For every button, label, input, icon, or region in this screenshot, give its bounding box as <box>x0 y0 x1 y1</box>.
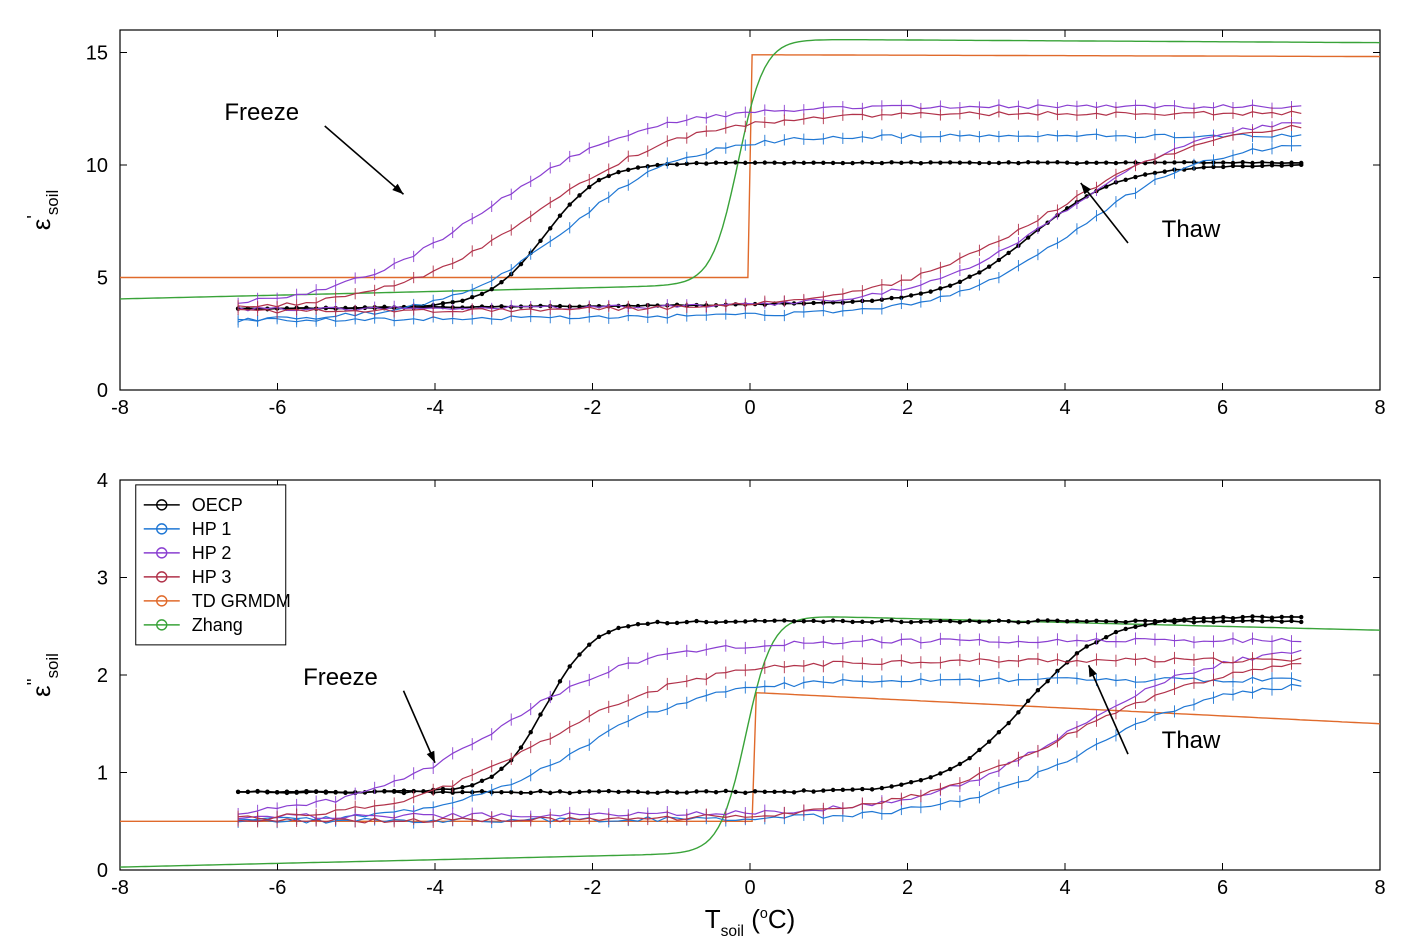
annotation-thaw: Thaw <box>1162 216 1221 243</box>
series-HP 1 <box>238 678 1301 822</box>
ytick-label: 0 <box>97 860 108 882</box>
ytick-label: 0 <box>97 380 108 402</box>
xtick-label: -2 <box>584 877 602 899</box>
arrow <box>325 126 404 194</box>
series-HP 1 <box>238 146 1301 322</box>
ytick-label: 5 <box>97 268 108 290</box>
xtick-label: -8 <box>111 877 129 899</box>
xtick-label: 6 <box>1217 397 1228 419</box>
xlabel: Tsoil (oC) <box>705 904 796 940</box>
svg-text:ε'soil: ε'soil <box>24 190 62 230</box>
legend-label: HP 1 <box>192 519 232 539</box>
legend-label: Zhang <box>192 615 243 635</box>
xtick-label: -6 <box>269 397 287 419</box>
ytick-label: 4 <box>97 470 108 492</box>
xtick-label: 0 <box>744 397 755 419</box>
legend-label: OECP <box>192 495 243 515</box>
xtick-label: -2 <box>584 397 602 419</box>
xtick-label: 6 <box>1217 877 1228 899</box>
model-TD GRMDM <box>120 693 1380 822</box>
arrow <box>404 691 436 763</box>
xtick-label: -4 <box>426 397 444 419</box>
xtick-label: -4 <box>426 877 444 899</box>
ytick-label: 2 <box>97 665 108 687</box>
legend-label: HP 2 <box>192 543 232 563</box>
annotation-freeze: Freeze <box>303 664 378 691</box>
annotation-thaw: Thaw <box>1162 727 1221 754</box>
annotation-freeze: Freeze <box>224 99 299 126</box>
series-HP 2 <box>238 639 1301 815</box>
xtick-label: 0 <box>744 877 755 899</box>
xtick-label: 8 <box>1374 877 1385 899</box>
xtick-label: 4 <box>1059 877 1070 899</box>
series-HP 3 <box>238 664 1301 823</box>
legend: OECP HP 1 HP 2 HP 3 TD GRMDM Zhang <box>136 485 291 645</box>
ytick-label: 15 <box>86 43 108 65</box>
ytick-label: 1 <box>97 763 108 785</box>
xtick-label: 8 <box>1374 397 1385 419</box>
ylabel: ε'soil <box>24 190 62 230</box>
series-group <box>120 40 1380 328</box>
xtick-label: -8 <box>111 397 129 419</box>
xtick-label: 2 <box>902 877 913 899</box>
legend-label: TD GRMDM <box>192 591 291 611</box>
svg-text:ε''soil: ε''soil <box>24 653 62 697</box>
series-HP 2 <box>238 650 1301 818</box>
xtick-label: -6 <box>269 877 287 899</box>
series-HP 2 <box>238 105 1301 303</box>
legend-label: HP 3 <box>192 567 232 587</box>
series-OECP <box>238 617 1301 794</box>
axes-box <box>120 30 1380 390</box>
arrow <box>1081 183 1128 243</box>
ytick-label: 3 <box>97 568 108 590</box>
ylabel: ε''soil <box>24 653 62 697</box>
series-HP 2 <box>238 123 1301 311</box>
xtick-label: 4 <box>1059 397 1070 419</box>
xtick-label: 2 <box>902 397 913 419</box>
ytick-label: 10 <box>86 155 108 177</box>
